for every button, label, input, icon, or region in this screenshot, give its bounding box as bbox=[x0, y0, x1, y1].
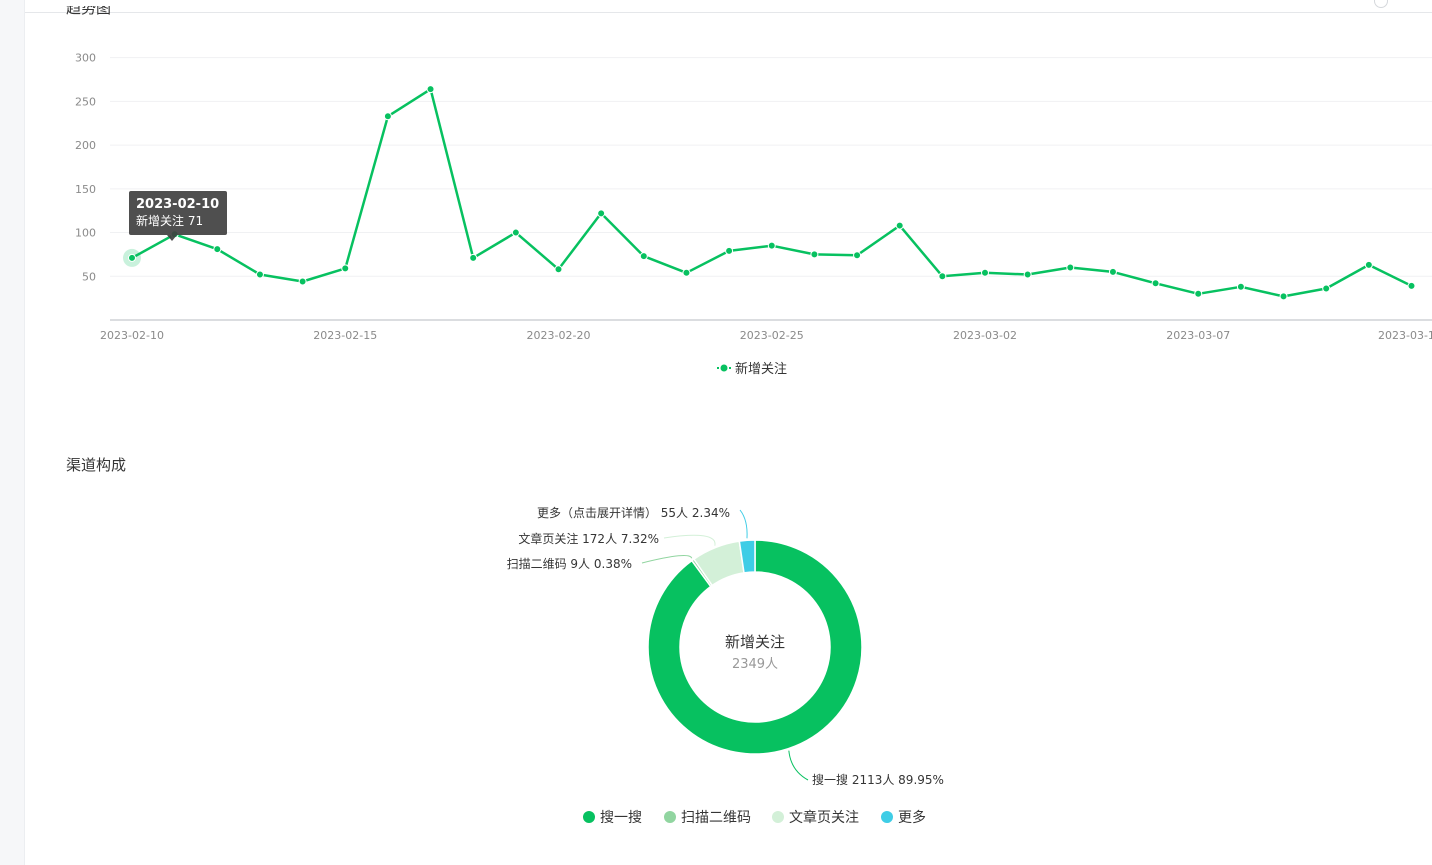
trend-point-2023-02-12[interactable] bbox=[213, 245, 222, 254]
donut-slice-label-0: 搜一搜 2113人 89.95% bbox=[812, 772, 944, 787]
donut-center-label: 新增关注 bbox=[725, 633, 785, 651]
donut-legend-item-0[interactable]: 搜一搜 bbox=[583, 810, 642, 826]
trend-point-2023-02-10[interactable] bbox=[128, 253, 136, 262]
legend-dot-icon bbox=[583, 811, 595, 823]
trend-x-tick-label: 2023-03-07 bbox=[1166, 329, 1230, 342]
trend-point-2023-02-17[interactable] bbox=[426, 85, 435, 94]
trend-y-tick-label: 300 bbox=[75, 52, 96, 65]
donut-slice-label-1: 扫描二维码 9人 0.38% bbox=[507, 557, 632, 571]
trend-y-tick-label: 200 bbox=[75, 139, 96, 152]
trend-x-tick-label: 2023-02-25 bbox=[740, 329, 804, 342]
trend-tooltip: 2023-02-10 新增关注 71 bbox=[129, 191, 228, 241]
donut-slice-1[interactable] bbox=[690, 558, 714, 588]
channel-section-title: 渠道构成 bbox=[66, 456, 127, 474]
trend-x-tick-label: 2023-03-12 bbox=[1378, 329, 1432, 342]
donut-slice-2[interactable] bbox=[692, 540, 745, 587]
trend-point-2023-03-02[interactable] bbox=[981, 268, 989, 277]
trend-point-2023-03-07[interactable] bbox=[1194, 289, 1203, 298]
trend-legend[interactable]: 新增关注 bbox=[717, 361, 787, 377]
trend-point-2023-03-06[interactable] bbox=[1151, 279, 1160, 288]
trend-points bbox=[128, 85, 1416, 301]
trend-point-2023-02-24[interactable] bbox=[725, 246, 734, 255]
left-sidebar-strip bbox=[0, 0, 25, 865]
donut-legend-item-3[interactable]: 更多 bbox=[881, 809, 926, 826]
donut-legend-label: 文章页关注 bbox=[789, 809, 859, 826]
trend-point-2023-02-23[interactable] bbox=[682, 268, 691, 277]
trend-point-2023-03-10[interactable] bbox=[1322, 284, 1331, 293]
trend-point-2023-03-03[interactable] bbox=[1023, 270, 1032, 279]
trend-point-2023-02-20[interactable] bbox=[554, 265, 563, 274]
donut-legend[interactable]: 搜一搜 扫描二维码 文章页关注 更多 bbox=[583, 809, 926, 826]
tooltip-row: 新增关注 71 bbox=[136, 213, 219, 229]
trend-point-2023-02-26[interactable] bbox=[810, 250, 819, 259]
donut-slice-0[interactable] bbox=[647, 539, 863, 755]
donut-legend-item-1[interactable]: 扫描二维码 bbox=[664, 810, 751, 826]
trend-point-2023-03-01[interactable] bbox=[938, 272, 947, 281]
donut-leader-line-3 bbox=[739, 509, 748, 539]
donut-leader-line-0 bbox=[788, 750, 809, 781]
trend-point-2023-03-04[interactable] bbox=[1066, 263, 1075, 272]
trend-point-2023-03-05[interactable] bbox=[1108, 267, 1117, 276]
donut-slice-label-2: 文章页关注 172人 7.32% bbox=[518, 531, 659, 546]
trend-point-2023-02-28[interactable] bbox=[895, 221, 904, 230]
trend-x-tick-label: 2023-03-02 bbox=[953, 329, 1017, 342]
trend-point-2023-02-27[interactable] bbox=[853, 251, 862, 260]
trend-legend-label: 新增关注 bbox=[735, 361, 787, 377]
trend-point-2023-03-09[interactable] bbox=[1279, 292, 1288, 301]
donut-label-leaders: 搜一搜 2113人 89.95% 扫描二维码 9人 0.38% 文章页关注 172人… bbox=[507, 505, 944, 787]
tooltip-series-name: 新增关注 bbox=[136, 214, 185, 228]
trend-point-2023-02-15[interactable] bbox=[341, 264, 350, 273]
legend-dot-icon bbox=[664, 811, 676, 823]
trend-legend-dot-icon bbox=[720, 364, 728, 372]
trend-series-line bbox=[131, 87, 1413, 298]
trend-point-2023-02-14[interactable] bbox=[298, 277, 307, 286]
tooltip-value: 71 bbox=[187, 214, 204, 228]
trend-point-2023-02-21[interactable] bbox=[597, 209, 606, 218]
trend-section-title: 趋势图 bbox=[66, 6, 112, 17]
trend-y-tick-label: 250 bbox=[75, 95, 96, 108]
donut-slice-label-3: 更多（点击展开详情） 55人 2.34% bbox=[537, 505, 730, 520]
donut-slices bbox=[647, 539, 863, 755]
trend-point-2023-02-19[interactable] bbox=[511, 228, 520, 237]
donut-legend-label: 扫描二维码 bbox=[681, 810, 751, 826]
legend-dot-icon bbox=[881, 811, 893, 823]
trend-point-2023-02-18[interactable] bbox=[469, 253, 478, 262]
trend-point-2023-03-12[interactable] bbox=[1407, 281, 1416, 290]
trend-point-2023-02-22[interactable] bbox=[639, 252, 648, 261]
donut-legend-item-2[interactable]: 文章页关注 bbox=[772, 809, 859, 826]
trend-x-tick-label: 2023-02-20 bbox=[527, 329, 591, 342]
trend-grid bbox=[110, 57, 1432, 277]
donut-center-value: 2349人 bbox=[732, 657, 778, 672]
donut-legend-label: 搜一搜 bbox=[600, 810, 642, 826]
trend-point-2023-02-16[interactable] bbox=[383, 112, 392, 121]
top-toolbar-edge bbox=[25, 0, 1432, 13]
donut-legend-label: 更多 bbox=[898, 809, 926, 826]
trend-point-2023-03-11[interactable] bbox=[1364, 260, 1373, 269]
trend-x-axis: 2023-02-10 2023-02-15 2023-02-20 2023-02-25… bbox=[100, 329, 1432, 342]
donut-slice-3[interactable] bbox=[738, 539, 756, 574]
trend-point-2023-02-25[interactable] bbox=[767, 241, 776, 250]
donut-leader-line-2 bbox=[663, 534, 716, 546]
trend-y-tick-label: 100 bbox=[75, 227, 96, 240]
trend-y-tick-label: 50 bbox=[82, 270, 96, 283]
trend-y-tick-label: 150 bbox=[75, 183, 96, 196]
legend-dot-icon bbox=[772, 811, 784, 823]
trend-point-2023-02-13[interactable] bbox=[255, 270, 264, 279]
tooltip-date: 2023-02-10 bbox=[136, 197, 220, 212]
trend-x-tick-label: 2023-02-15 bbox=[313, 329, 377, 342]
trend-point-2023-03-08[interactable] bbox=[1236, 282, 1245, 291]
trend-y-axis: 50 100 150 200 250 300 bbox=[75, 52, 96, 284]
donut-leader-line-1 bbox=[641, 555, 693, 564]
trend-x-tick-label: 2023-02-10 bbox=[100, 329, 164, 342]
